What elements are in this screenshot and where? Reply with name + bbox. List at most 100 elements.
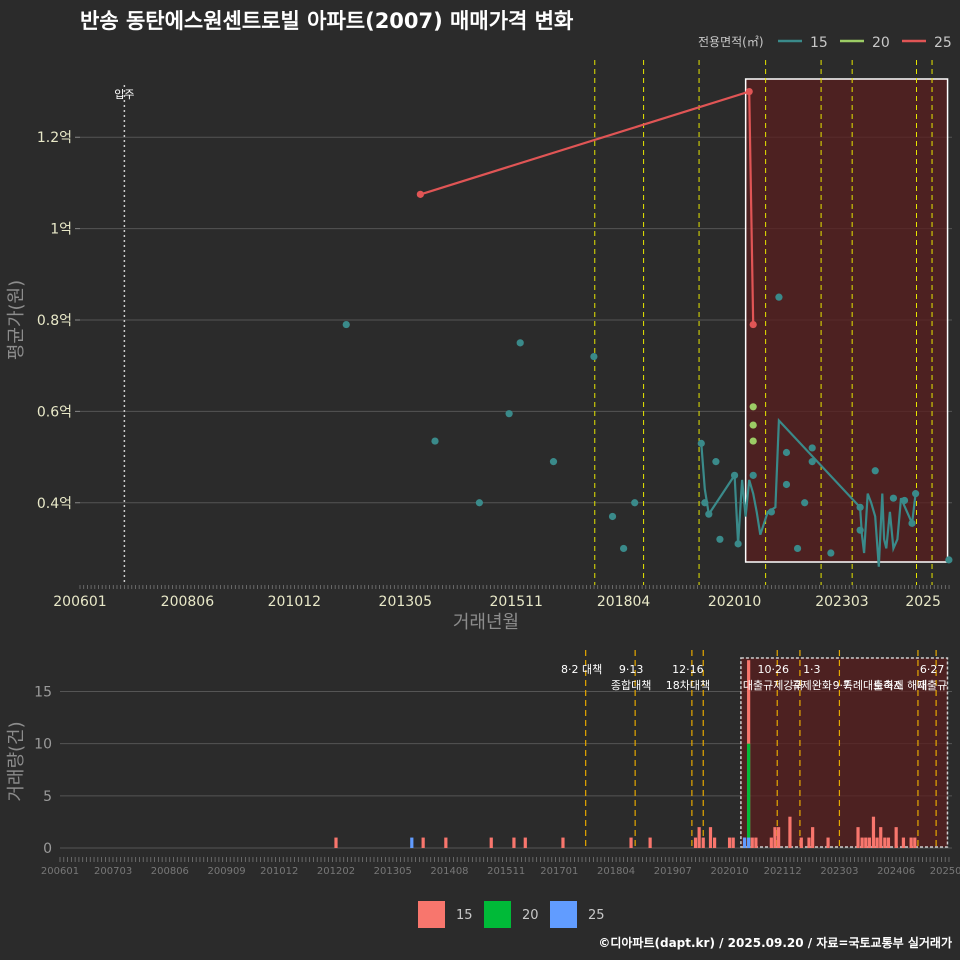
volume-bar-15 [894,827,898,848]
data-point-15 [590,352,598,361]
legend-label-20: 20 [872,35,890,51]
data-point-25 [416,190,424,198]
volume-bar-15 [769,837,773,848]
series-line-25 [420,90,755,325]
policy-annotation: 18차대책 [666,679,710,692]
volume-bar-15 [864,837,868,848]
data-point-15 [912,490,920,498]
price-y-tick-label: 0.6억 [37,404,72,420]
volume-bar-15 [701,837,705,848]
data-point-15 [431,437,439,445]
volume-y-tick-label: 15 [34,685,52,701]
price-x-tick-label: 202010 [708,594,761,610]
volume-bar-25 [742,837,747,848]
policy-annotation: 8·2 대책 [561,663,602,676]
data-point-15 [549,458,558,466]
footer-credit: ©디아파트(dapt.kr) / 2025.09.20 / 자료=국토교통부 실… [598,935,952,950]
price-x-tick-label: 2025 [905,594,941,610]
data-point-15 [631,499,639,507]
data-point-15 [342,320,350,329]
price-x-tick-label: 200601 [53,594,106,610]
bottom-legend-key-15 [418,901,445,928]
data-point-15 [908,519,916,527]
policy-annotation: 종합대책 [611,679,651,692]
volume-bar-15 [444,837,448,848]
volume-bar-15 [712,837,717,848]
bottom-legend-label-20: 20 [522,908,539,923]
data-point-15 [475,499,483,507]
volume-bar-15 [799,837,803,848]
price-x-axis-title: 거래년월 [453,612,519,633]
volume-x-tick-label: 202509 [930,866,960,877]
volume-x-tick-label: 202010 [710,866,748,877]
volume-y-tick-label: 0 [43,841,52,857]
data-point-15 [734,540,742,548]
data-point-15 [705,510,713,518]
volume-bar-15 [886,837,891,848]
volume-bar-15 [826,837,830,848]
price-y-tick-label: 0.8억 [37,313,72,329]
price-x-tick-label: 201012 [268,594,321,610]
volume-bar-15 [856,827,860,848]
data-point-15 [701,499,709,507]
volume-bar-15 [901,837,906,848]
price-panel: 0.4억 0.6억 0.8억 1억 1.2억 입주 200601 200806 201012 20… [6,35,953,633]
price-y-tick-label: 1.2억 [37,130,72,146]
chart-title: 반송 동탄에스원센트로빌 아파트(2007) 매매가격 변화 [80,9,574,33]
price-x-tick-label: 201511 [489,594,542,610]
bottom-legend-label-15: 15 [456,908,473,923]
volume-x-tick-label: 201012 [260,866,298,877]
data-point-15 [856,526,864,534]
volume-bar-15 [731,837,735,848]
legend-title: 전용면적(㎡) [698,35,764,49]
volume-bar-25 [747,837,751,848]
price-x-tick-label: 200806 [161,594,215,610]
volume-bar-25 [410,837,414,848]
volume-x-tick-label: 201701 [540,866,578,877]
volume-x-tick-label: 200703 [94,866,132,877]
volume-x-tick-label: 201907 [654,866,692,877]
policy-annotation: 12·16 [672,663,704,676]
data-point-15 [793,544,802,553]
price-y-axis-title: 평균가(원) [6,280,27,360]
data-point-15 [945,556,953,564]
volume-bar-15 [773,827,777,848]
policy-annotation: 토허제 해제 [873,678,927,692]
data-point-15 [871,467,879,475]
policy-annotation: 대출규제강화 [743,679,804,692]
volume-bar-15 [629,837,633,848]
volume-bar-20 [747,743,751,848]
volume-bar-15 [788,816,792,848]
volume-bar-15 [708,827,713,848]
series-line-15 [700,417,917,567]
data-point-15 [712,458,720,466]
volume-bar-15 [807,837,811,848]
data-point-15 [856,503,864,511]
volume-bar-15 [811,827,815,848]
policy-annotation: 규제완화 [792,679,832,692]
data-point-20 [749,421,757,429]
bottom-legend-label-25: 25 [588,908,605,923]
data-point-20 [749,403,757,411]
data-point-15 [749,471,757,479]
policy-annotation: 9·7 [833,679,851,692]
volume-bar-15 [776,827,781,848]
volume-x-tick-label: 201305 [374,866,412,877]
volume-bar-15 [875,837,879,848]
volume-x-tick-label: 201408 [430,866,468,877]
volume-bar-15 [693,837,698,848]
volume-panel: 0 5 10 15 8·2 대책 9·13 종합대책 12·16 18차대책 10·26 대출규제강… [6,650,960,877]
volume-highlight-region [740,657,949,848]
volume-x-tick-label: 200806 [151,866,189,877]
volume-bar-15 [913,837,917,848]
data-point-15 [900,496,909,505]
data-point-15 [716,535,724,543]
volume-bar-15 [489,837,493,848]
volume-x-tick-label: 201804 [597,866,635,877]
data-point-15 [808,458,816,466]
volume-bar-15 [879,827,883,848]
data-point-15 [608,512,617,521]
bottom-legend: 15 20 25 [418,901,605,928]
policy-annotation: 6·27 [920,663,945,676]
